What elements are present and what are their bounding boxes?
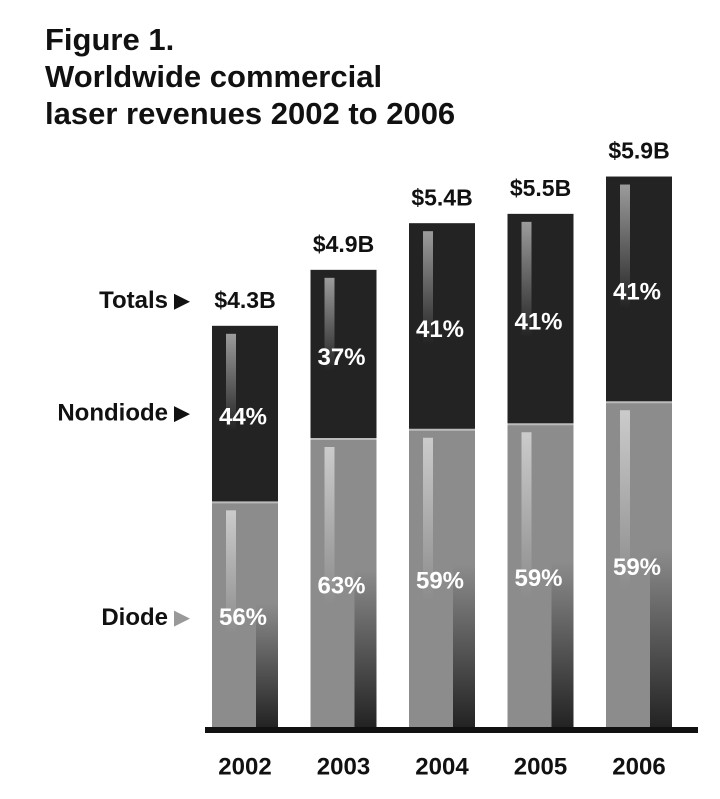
- bar-segment: [606, 176, 672, 403]
- bar-highlight: [521, 221, 532, 338]
- bar-segment: [212, 325, 278, 503]
- x-tick-label: 2003: [317, 753, 370, 780]
- legend-arrow: [174, 406, 190, 423]
- legend-label: Totals: [99, 287, 168, 314]
- legend-label: Diode: [101, 604, 168, 631]
- x-tick-label: 2004: [415, 753, 469, 780]
- legend-label: Nondiode: [57, 399, 168, 426]
- value-label: 63%: [317, 572, 365, 599]
- chart-title: Figure 1.: [45, 22, 174, 57]
- total-label: $5.5B: [510, 175, 571, 201]
- x-tick-label: 2006: [612, 753, 665, 780]
- value-label: 41%: [613, 279, 661, 306]
- legend-arrow: [174, 293, 190, 310]
- bar-highlight: [226, 333, 236, 431]
- bar-shadow: [650, 548, 672, 727]
- bar-shadow: [354, 568, 377, 727]
- bar-shadow: [551, 560, 574, 727]
- value-label: 59%: [416, 568, 464, 595]
- bar-highlight: [324, 277, 335, 371]
- value-label: 59%: [514, 565, 562, 592]
- legend-arrow: [174, 610, 190, 627]
- bar-highlight: [226, 510, 236, 634]
- bar-highlight: [423, 437, 433, 602]
- bar-highlight: [620, 410, 630, 589]
- bar-shadow: [256, 603, 278, 727]
- x-tick-label: 2005: [514, 753, 567, 780]
- bar-highlight: [324, 446, 335, 606]
- chart-title: Worldwide commercial: [45, 59, 382, 94]
- bar-shadow: [453, 563, 475, 727]
- value-label: 44%: [219, 403, 267, 430]
- total-label: $4.3B: [214, 287, 275, 313]
- bar-highlight: [620, 184, 630, 309]
- total-label: $5.9B: [608, 138, 669, 164]
- bar-highlight: [423, 231, 433, 345]
- baseline: [205, 727, 698, 733]
- value-label: 37%: [317, 344, 365, 371]
- bar-segment: [409, 223, 475, 430]
- total-label: $4.9B: [313, 231, 374, 257]
- x-tick-label: 2002: [218, 753, 271, 780]
- bar-highlight: [521, 432, 532, 599]
- value-label: 59%: [613, 554, 661, 581]
- bar-segment: [310, 269, 377, 439]
- value-label: 41%: [416, 316, 464, 343]
- value-label: 41%: [514, 308, 562, 335]
- chart-title: laser revenues 2002 to 2006: [45, 96, 455, 131]
- total-label: $5.4B: [411, 184, 472, 210]
- bar-segment: [507, 213, 574, 425]
- value-label: 56%: [219, 604, 267, 631]
